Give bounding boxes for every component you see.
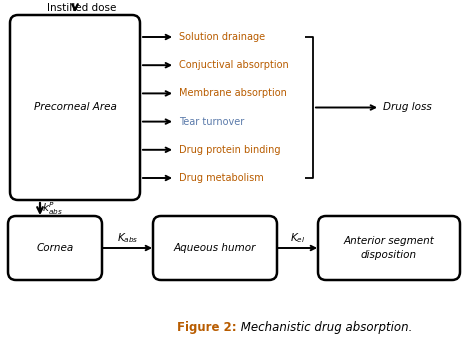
Text: Drug loss: Drug loss xyxy=(383,102,432,113)
Text: Figure 2:: Figure 2: xyxy=(177,321,236,335)
Text: Drug protein binding: Drug protein binding xyxy=(179,145,280,155)
FancyBboxPatch shape xyxy=(318,216,460,280)
Text: $k^P_{abs}$: $k^P_{abs}$ xyxy=(42,201,63,217)
Text: Solution drainage: Solution drainage xyxy=(179,32,265,42)
Text: Tear turnover: Tear turnover xyxy=(179,117,244,126)
Text: Conjuctival absorption: Conjuctival absorption xyxy=(179,60,289,70)
Text: Drug metabolism: Drug metabolism xyxy=(179,173,264,183)
Text: Aqueous humor: Aqueous humor xyxy=(174,243,256,253)
Text: Precorneal Area: Precorneal Area xyxy=(34,102,116,113)
Text: Cornea: Cornea xyxy=(36,243,74,253)
FancyBboxPatch shape xyxy=(8,216,102,280)
Text: Anterior segment
disposition: Anterior segment disposition xyxy=(343,236,434,260)
Text: Instilled dose: Instilled dose xyxy=(47,3,116,13)
Text: Mechanistic drug absorption.: Mechanistic drug absorption. xyxy=(236,321,412,335)
Text: $K_{el}$: $K_{el}$ xyxy=(290,231,305,245)
Text: $K_{abs}$: $K_{abs}$ xyxy=(117,231,138,245)
FancyBboxPatch shape xyxy=(153,216,277,280)
FancyBboxPatch shape xyxy=(10,15,140,200)
Text: Membrane absorption: Membrane absorption xyxy=(179,88,287,98)
